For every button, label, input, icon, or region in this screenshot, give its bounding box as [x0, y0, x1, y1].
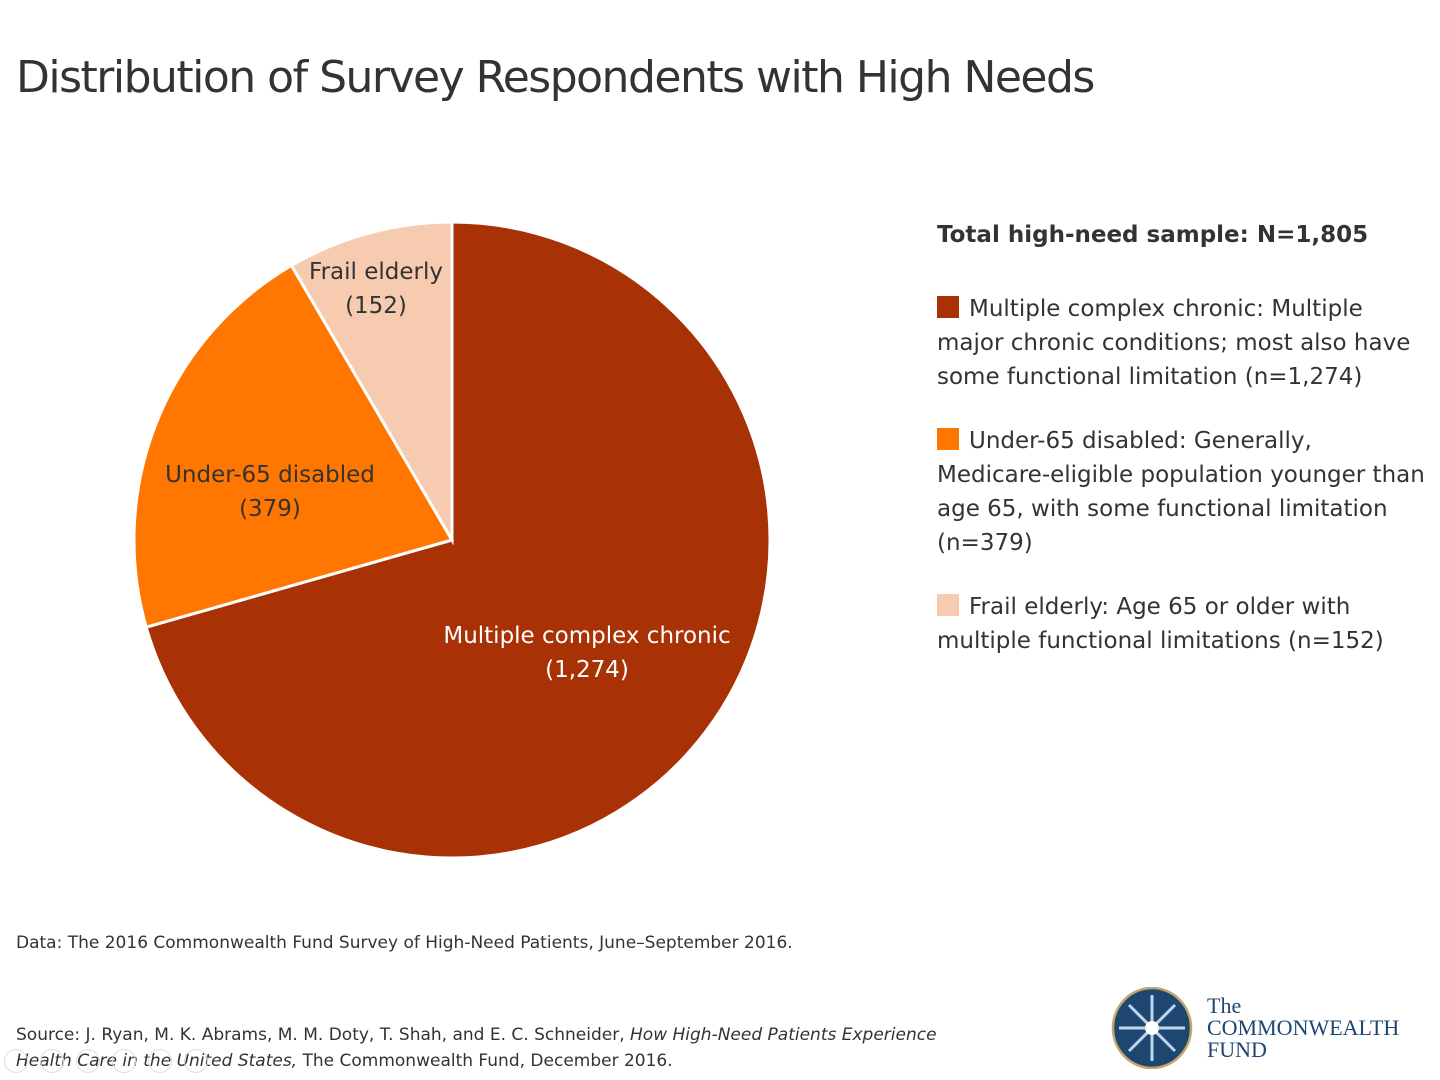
legend-item-under-65-disabled: Under-65 disabled: Generally, Medicare-e… [937, 428, 1425, 556]
pie-slice-under-65-disabled [132, 263, 455, 630]
legend-total: Total high-need sample: N=1,805 [937, 222, 1369, 248]
legend: Total high-need sample: N=1,805 Multiple… [937, 218, 1427, 688]
legend-swatch [937, 594, 959, 616]
search-icon[interactable] [148, 1049, 172, 1073]
data-note: Data: The 2016 Commonwealth Fund Survey … [16, 933, 793, 953]
linkedin-icon[interactable] [112, 1049, 136, 1073]
twitter-icon[interactable] [40, 1049, 64, 1073]
chart-title: Distribution of Survey Respondents with … [16, 52, 1095, 103]
slice-value-2: (379) [239, 496, 301, 522]
legend-item-frail-elderly: Frail elderly: Age 65 or older with mult… [937, 594, 1384, 654]
facebook-icon[interactable] [4, 1049, 28, 1073]
pinterest-icon[interactable] [76, 1049, 100, 1073]
slice-label-2: Under-65 disabled [165, 462, 375, 488]
legend-item-multiple-complex-chronic: Multiple complex chronic: Multiple major… [937, 296, 1411, 390]
logo-emblem-icon [1111, 987, 1193, 1069]
link-icon[interactable] [184, 1049, 208, 1073]
slice-label-1: Multiple complex chronic [443, 623, 730, 649]
slice-value-1: (1,274) [545, 657, 629, 683]
legend-swatch [937, 428, 959, 450]
share-bar [4, 1049, 208, 1073]
pie-slice-multiple-complex-chronic [144, 220, 772, 860]
slice-label-3: Frail elderly [309, 259, 443, 285]
commonwealth-fund-logo: The COMMONWEALTH FUND [1111, 987, 1399, 1069]
slice-value-3: (152) [345, 293, 407, 319]
legend-swatch [937, 296, 959, 318]
pie-slice-frail-elderly [289, 220, 454, 546]
